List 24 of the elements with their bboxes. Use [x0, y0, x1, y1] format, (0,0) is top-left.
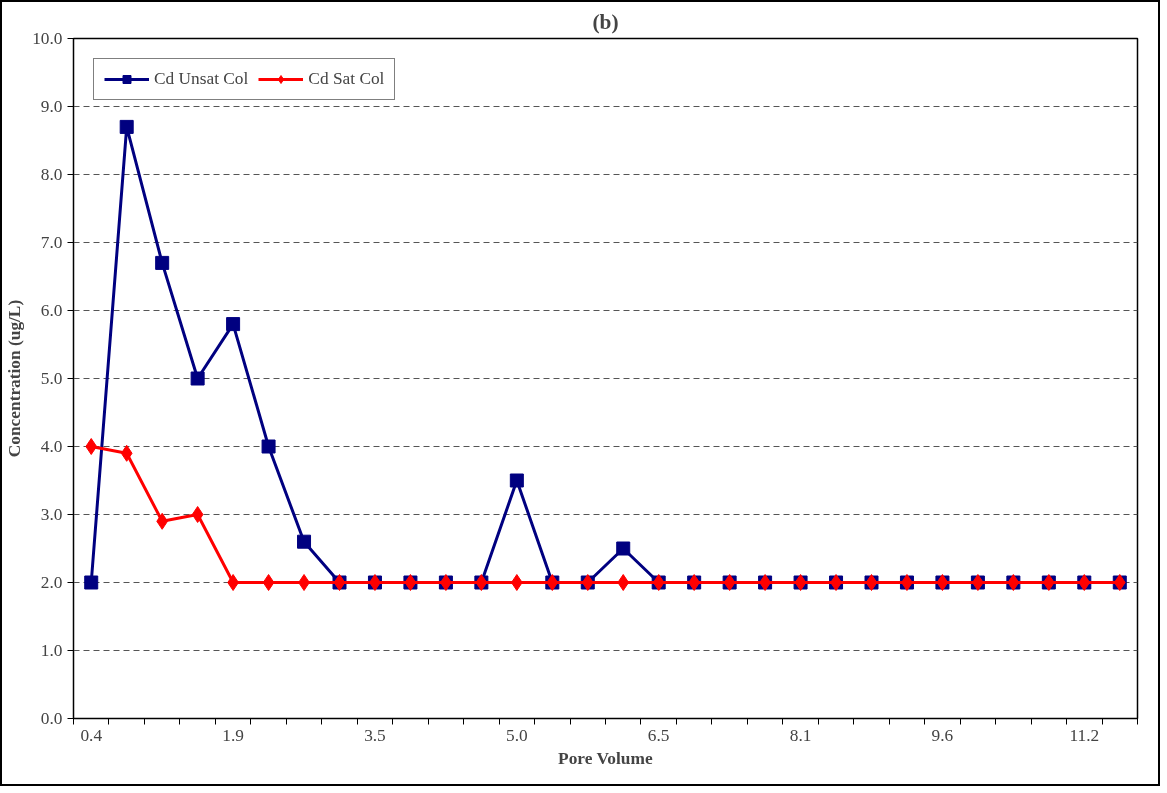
y-tick-label: 2.0: [40, 573, 63, 592]
y-tick-label: 5.0: [40, 369, 63, 388]
y-tick-label: 8.0: [40, 165, 63, 184]
y-tick-label: 0.0: [40, 709, 63, 728]
y-tick-label: 10.0: [32, 29, 63, 48]
y-tick-label: 4.0: [40, 437, 63, 456]
y-tick-label: 1.0: [40, 641, 63, 660]
y-tick-label: 6.0: [40, 301, 63, 320]
x-tick-label: 9.6: [931, 725, 954, 745]
x-tick-label: 0.4: [80, 725, 103, 745]
x-tick-label: 5.0: [506, 725, 528, 745]
x-tick-label: 8.1: [789, 725, 812, 745]
y-tick-label: 7.0: [40, 233, 63, 252]
x-tick-label: 1.9: [222, 725, 244, 745]
y-tick-label: 9.0: [40, 97, 63, 116]
legend-label: Cd Sat Col: [308, 69, 385, 89]
y-tick-label: 3.0: [40, 505, 63, 524]
x-tick-label: 11.2: [1069, 725, 1100, 745]
y-axis-title: Concentration (ug/L): [5, 299, 25, 458]
x-tick-label: 6.5: [647, 725, 670, 745]
x-tick-label: 3.5: [364, 725, 386, 745]
x-axis-title: Pore Volume: [558, 748, 653, 768]
legend-label: Cd Unsat Col: [154, 69, 249, 89]
chart-title: (b): [592, 9, 619, 34]
